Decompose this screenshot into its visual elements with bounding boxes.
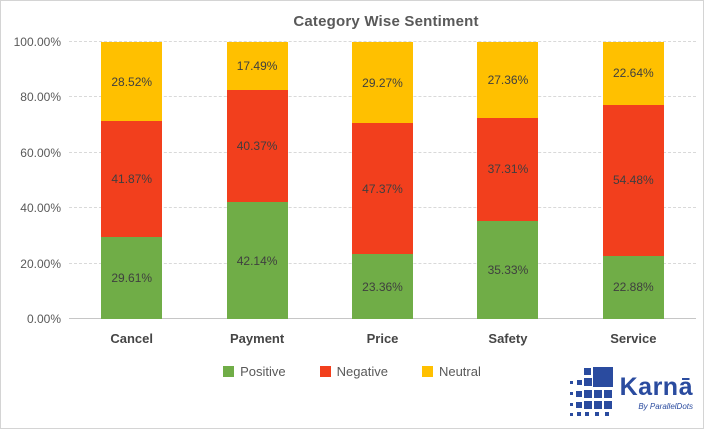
legend-label: Positive	[240, 364, 286, 379]
data-label: 23.36%	[362, 279, 403, 294]
plot-wrap: 29.61% 41.87% 28.52% 42.14% 40.37% 17.49% 23.3…	[69, 41, 696, 346]
y-tick-label: 80.00%	[20, 90, 61, 105]
y-tick-label: 40.00%	[20, 201, 61, 216]
legend-label: Neutral	[438, 364, 481, 379]
category-label-cancel: Cancel	[110, 331, 154, 346]
bars-container: 29.61% 41.87% 28.52% 42.14% 40.37% 17.49% 23.3…	[69, 42, 696, 319]
logo-brand-text: Karnā	[619, 373, 693, 401]
data-label: 35.33%	[487, 263, 529, 278]
legend-item-positive: Positive	[223, 364, 286, 379]
bar-slot-price: 23.36% 47.37% 29.27%	[320, 42, 445, 319]
category-label-price: Price	[366, 331, 399, 346]
data-label: 17.49%	[236, 59, 278, 74]
bar-slot-cancel: 29.61% 41.87% 28.52%	[69, 42, 194, 319]
stacked-bar-price: 23.36% 47.37% 29.27%	[352, 42, 414, 319]
segment-neutral: 28.52%	[101, 42, 163, 122]
y-tick-label: 60.00%	[20, 145, 61, 160]
segment-positive: 29.61%	[101, 236, 163, 319]
legend-swatch-icon	[223, 366, 235, 377]
category-label-safety: Safety	[488, 331, 528, 346]
stacked-bar-payment: 42.14% 40.37% 17.49%	[226, 42, 288, 319]
legend-item-neutral: Neutral	[421, 364, 481, 379]
segment-positive: 23.36%	[352, 254, 414, 319]
category-label-payment: Payment	[230, 331, 285, 346]
y-tick-label: 0.00%	[26, 312, 61, 326]
chart-body: 0.00% 20.00% 40.00% 60.00% 80.00% 100.00% 29.…	[1, 35, 703, 346]
karna-logo-icon	[569, 367, 615, 422]
data-label: 22.64%	[612, 66, 654, 81]
segment-positive: 35.33%	[477, 221, 539, 319]
data-label: 27.36%	[487, 72, 529, 87]
karna-logo: Karnā By ParallelDots	[569, 367, 693, 422]
data-label: 29.61%	[111, 270, 153, 285]
segment-negative: 47.37%	[352, 123, 414, 255]
legend-swatch-icon	[421, 366, 433, 377]
plot-area: 29.61% 41.87% 28.52% 42.14% 40.37% 17.49% 23.3…	[69, 41, 696, 319]
y-tick-label: 100.00%	[13, 35, 61, 49]
data-label: 54.48%	[612, 173, 654, 188]
segment-neutral: 27.36%	[477, 42, 539, 118]
legend-swatch-icon	[319, 366, 331, 377]
segment-negative: 37.31%	[477, 117, 539, 222]
data-label: 40.37%	[236, 139, 278, 154]
y-axis: 0.00% 20.00% 40.00% 60.00% 80.00% 100.00%	[1, 35, 69, 326]
bar-slot-payment: 42.14% 40.37% 17.49%	[194, 42, 319, 319]
bar-slot-service: 22.88% 54.48% 22.64%	[571, 42, 696, 319]
segment-negative: 54.48%	[602, 104, 664, 256]
segment-neutral: 29.27%	[352, 42, 414, 124]
y-tick-label: 20.00%	[20, 256, 61, 271]
stacked-bar-cancel: 29.61% 41.87% 28.52%	[101, 42, 163, 319]
data-label: 42.14%	[236, 253, 278, 268]
chart-title: Category Wise Sentiment	[293, 13, 479, 30]
data-label: 29.27%	[362, 75, 403, 90]
x-axis-labels: Cancel Payment Price Safety Service	[69, 331, 696, 346]
data-label: 47.37%	[362, 181, 403, 196]
legend-label: Negative	[336, 364, 388, 379]
stacked-bar-service: 22.88% 54.48% 22.64%	[602, 42, 664, 319]
logo-tagline-text: By ParallelDots	[638, 402, 693, 411]
segment-positive: 42.14%	[226, 202, 288, 319]
category-label-service: Service	[610, 331, 657, 346]
stacked-bar-safety: 35.33% 37.31% 27.36%	[477, 42, 539, 319]
segment-negative: 41.87%	[101, 121, 163, 237]
segment-neutral: 17.49%	[226, 42, 288, 91]
gridline	[69, 41, 696, 42]
data-label: 41.87%	[111, 172, 153, 186]
segment-positive: 22.88%	[602, 255, 664, 319]
segment-neutral: 22.64%	[602, 42, 664, 105]
data-label: 22.88%	[612, 280, 654, 295]
bar-slot-safety: 35.33% 37.31% 27.36%	[445, 42, 570, 319]
legend-item-negative: Negative	[319, 364, 388, 379]
data-label: 37.31%	[487, 162, 529, 177]
data-label: 28.52%	[111, 74, 153, 89]
segment-negative: 40.37%	[226, 90, 288, 203]
legend: Positive Negative Neutral	[1, 364, 703, 379]
